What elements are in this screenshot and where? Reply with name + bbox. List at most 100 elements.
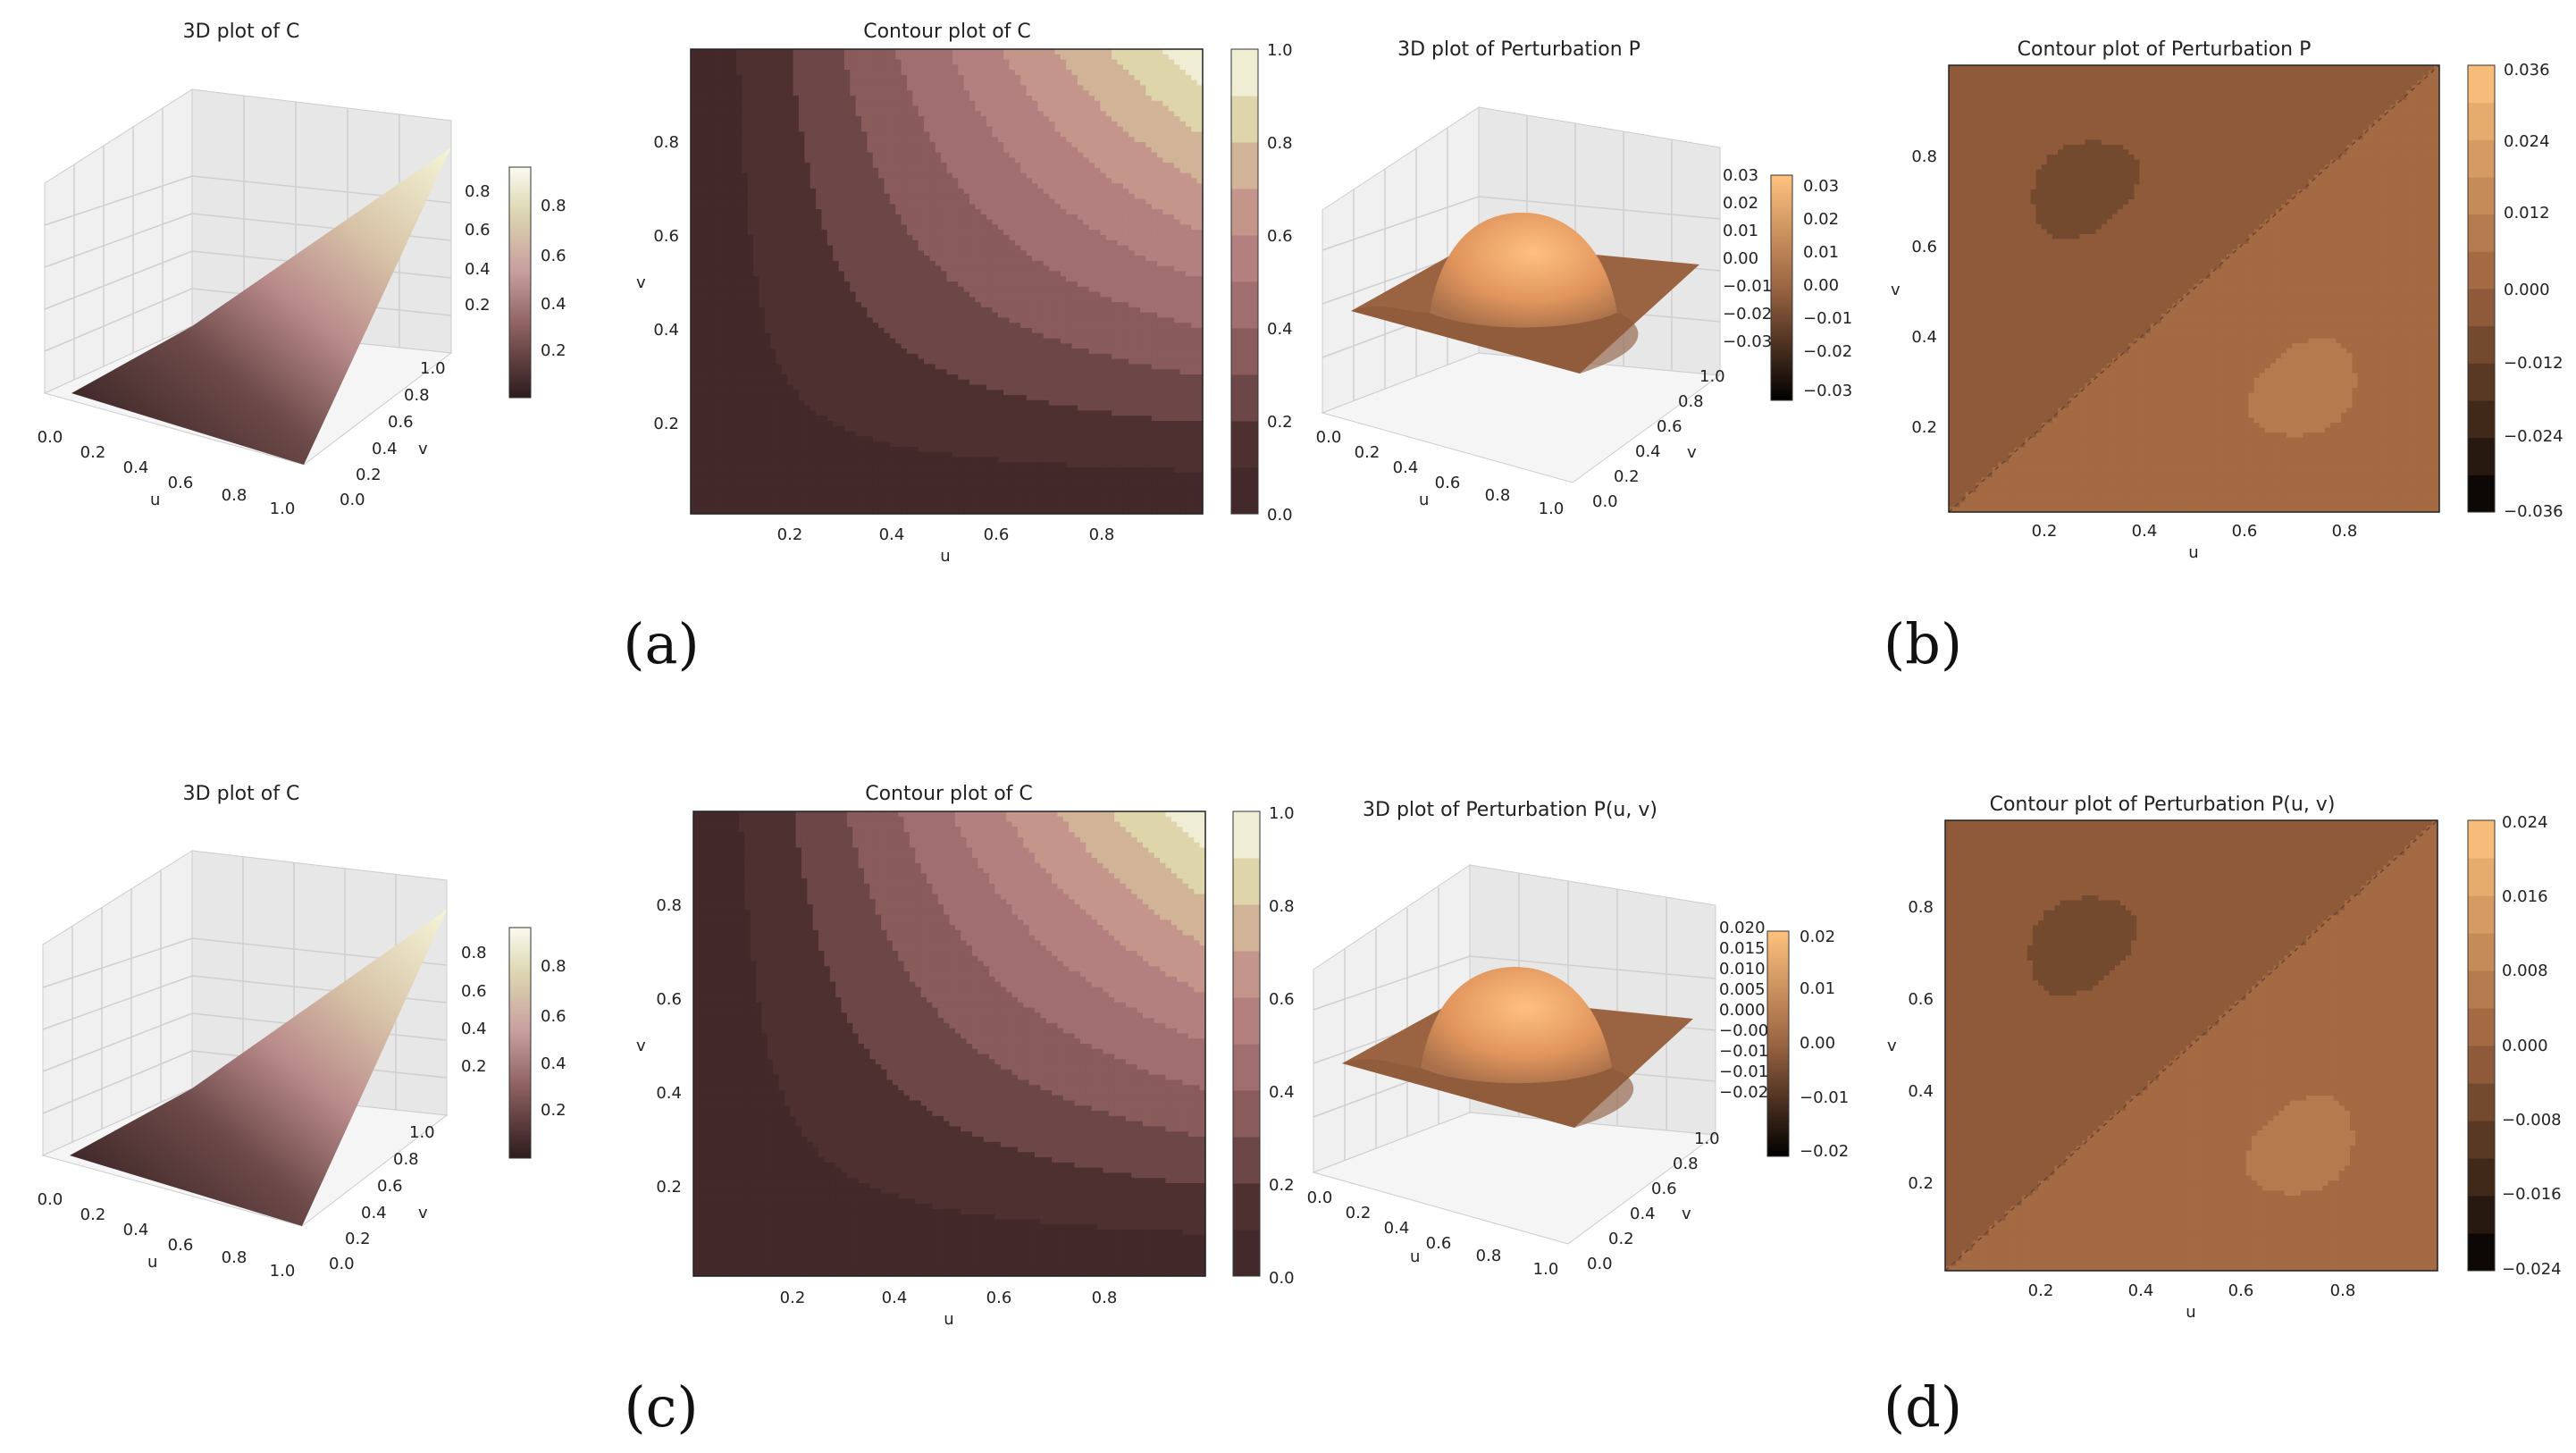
colorbar-segment xyxy=(1231,281,1258,329)
svg-text:0.8: 0.8 xyxy=(404,386,430,405)
colorbar: 0.03 0.02 0.01 0.00 −0.01 −0.02 −0.03 xyxy=(1771,175,1852,400)
axis-y-label: v xyxy=(636,273,646,292)
axis-y-ticks: 0.2 0.4 0.6 0.8 v xyxy=(636,896,682,1197)
colorbar-segment xyxy=(1231,467,1258,515)
contour-area xyxy=(693,811,1206,1277)
svg-text:0.4: 0.4 xyxy=(123,458,149,477)
colorbar-segment xyxy=(2468,251,2495,289)
axis-y-label: v xyxy=(636,1037,646,1055)
plot-title: Contour plot of C xyxy=(863,21,1031,43)
plot-title: Contour plot of Perturbation P xyxy=(2018,38,2312,61)
subfigure-label-a: (a) xyxy=(623,611,699,676)
svg-text:1.0: 1.0 xyxy=(270,500,296,518)
plot-title: Contour plot of Perturbation P(u, v) xyxy=(1990,794,2336,816)
axis-y-label: v xyxy=(418,440,428,458)
colorbar-segment xyxy=(2468,933,2495,971)
axis-x-ticks: 0.2 0.4 0.6 0.8 u xyxy=(2028,1281,2356,1322)
colorbar-segment xyxy=(2468,289,2495,326)
axis-y-label: v xyxy=(1687,443,1697,462)
svg-text:0.2: 0.2 xyxy=(541,341,566,360)
svg-text:0.4: 0.4 xyxy=(465,260,491,279)
colorbar-ticks: 0.0 0.2 0.4 0.6 0.8 1.0 xyxy=(1269,804,1295,1288)
colorbar: 0.02 0.01 0.00 −0.01 −0.02 xyxy=(1767,928,1849,1161)
colorbar-segment xyxy=(1233,1230,1260,1277)
surface-plot-c-bottom: 3D plot of C 0.0 0.2 0.4 0.6 0.8 1.0 u 0… xyxy=(38,783,566,1281)
colorbar-segment xyxy=(2468,1158,2495,1197)
axis-x-label: u xyxy=(2186,1303,2195,1322)
plot-title: 3D plot of C xyxy=(183,21,300,43)
colorbar-ticks: 0.03 0.02 0.01 0.00 −0.01 −0.02 −0.03 xyxy=(1803,177,1852,400)
colorbar-segment xyxy=(2468,400,2495,438)
colorbar-ticks: 0.2 0.4 0.6 0.8 xyxy=(541,197,566,360)
svg-text:0.2: 0.2 xyxy=(356,466,382,484)
contour-plot-c-top: Contour plot of C 0.2 0.4 0.6 0.8 u 0.2 … xyxy=(636,21,1293,566)
colorbar-segment xyxy=(1231,421,1258,468)
colorbar-segment xyxy=(1231,189,1258,236)
colorbar: 0.2 0.4 0.6 0.8 xyxy=(509,928,566,1158)
colorbar xyxy=(1231,49,1258,515)
svg-text:0.2: 0.2 xyxy=(465,296,491,315)
colorbar: 0.2 0.4 0.6 0.8 xyxy=(509,167,566,398)
colorbar-segment xyxy=(1233,951,1260,998)
colorbar-segment xyxy=(2468,475,2495,512)
colorbar-segment xyxy=(2468,1083,2495,1121)
colorbar-segment xyxy=(2468,1233,2495,1272)
colorbar-segment xyxy=(1231,328,1258,375)
colorbar-segment xyxy=(1233,811,1260,859)
colorbar-segment xyxy=(2468,139,2495,177)
svg-text:0.8: 0.8 xyxy=(465,182,491,201)
colorbar-segment xyxy=(2468,214,2495,252)
colorbar-segment xyxy=(1233,904,1260,952)
axis-z-ticks: 0.03 0.02 0.01 0.00 −0.01 −0.02 −0.03 xyxy=(1723,166,1772,351)
axis-x-label: u xyxy=(147,1253,157,1272)
colorbar-segment xyxy=(2468,820,2495,859)
colorbar-segment xyxy=(2468,1046,2495,1084)
svg-text:0.0: 0.0 xyxy=(38,428,63,447)
axis-x-label: u xyxy=(940,547,950,566)
axis-x-ticks: 0.2 0.4 0.6 0.8 u xyxy=(777,525,1115,566)
colorbar-segment xyxy=(2468,103,2495,140)
colorbar-segment xyxy=(1233,1137,1260,1184)
svg-text:0.8: 0.8 xyxy=(222,486,248,505)
axis-z-ticks: 0.2 0.4 0.6 0.8 xyxy=(465,182,491,315)
colorbar-ticks: 0.036 0.024 0.012 0.000 −0.012 −0.024 −0… xyxy=(2504,61,2563,521)
colorbar-segment xyxy=(2468,177,2495,214)
colorbar xyxy=(2468,65,2495,513)
axis-y-label: v xyxy=(1682,1205,1691,1223)
colorbar-segment xyxy=(2468,1121,2495,1159)
svg-text:0.6: 0.6 xyxy=(465,221,491,239)
axis-x-label: u xyxy=(1410,1247,1420,1266)
surface-plot-c-top: 3D plot of C 0.0 0.2 0.4 0.6 0.8 1.0 u 0… xyxy=(38,21,566,518)
axis-y-ticks: 0.2 0.4 0.6 0.8 v xyxy=(636,133,679,433)
contour-plot-c-bottom: Contour plot of C 0.2 0.4 0.6 0.8 u 0.2 … xyxy=(636,783,1295,1329)
colorbar-segment xyxy=(2468,438,2495,475)
axis-y-label: v xyxy=(418,1204,428,1222)
svg-text:0.8: 0.8 xyxy=(541,197,566,215)
plot-title: 3D plot of C xyxy=(183,783,300,805)
colorbar xyxy=(1233,811,1260,1277)
axis-y-ticks: 0.2 0.4 0.6 0.8 v xyxy=(1891,147,1937,437)
colorbar-segment xyxy=(1233,997,1260,1045)
axis-y-ticks: 0.2 0.4 0.6 0.8 v xyxy=(1887,898,1934,1193)
subfigure-label-d: (d) xyxy=(1884,1374,1962,1440)
plot-title: 3D plot of Perturbation P xyxy=(1397,38,1640,61)
axis-y-label: v xyxy=(1887,1037,1897,1055)
colorbar-segment xyxy=(1233,858,1260,905)
colorbar-ticks: 0.02 0.01 0.00 −0.01 −0.02 xyxy=(1800,928,1849,1161)
colorbar-segment xyxy=(1233,1090,1260,1138)
svg-text:0.6: 0.6 xyxy=(388,413,414,432)
colorbar-segment xyxy=(2468,858,2495,896)
svg-text:0.0: 0.0 xyxy=(340,491,365,509)
colorbar-segment xyxy=(1233,1044,1260,1091)
colorbar-ticks: 0.0 0.2 0.4 0.6 0.8 1.0 xyxy=(1267,41,1293,525)
plot-title: 3D plot of Perturbation P(u, v) xyxy=(1363,799,1657,821)
colorbar-segment xyxy=(1233,1183,1260,1230)
plot-title: Contour plot of C xyxy=(865,783,1033,805)
subfigure-label-b: (b) xyxy=(1884,611,1962,676)
colorbar-segment xyxy=(2468,65,2495,103)
axis-x-ticks: 0.2 0.4 0.6 0.8 u xyxy=(780,1289,1118,1329)
svg-text:0.2: 0.2 xyxy=(80,443,106,462)
axis-x-label: u xyxy=(1419,491,1429,509)
contour-area xyxy=(1949,65,2440,513)
